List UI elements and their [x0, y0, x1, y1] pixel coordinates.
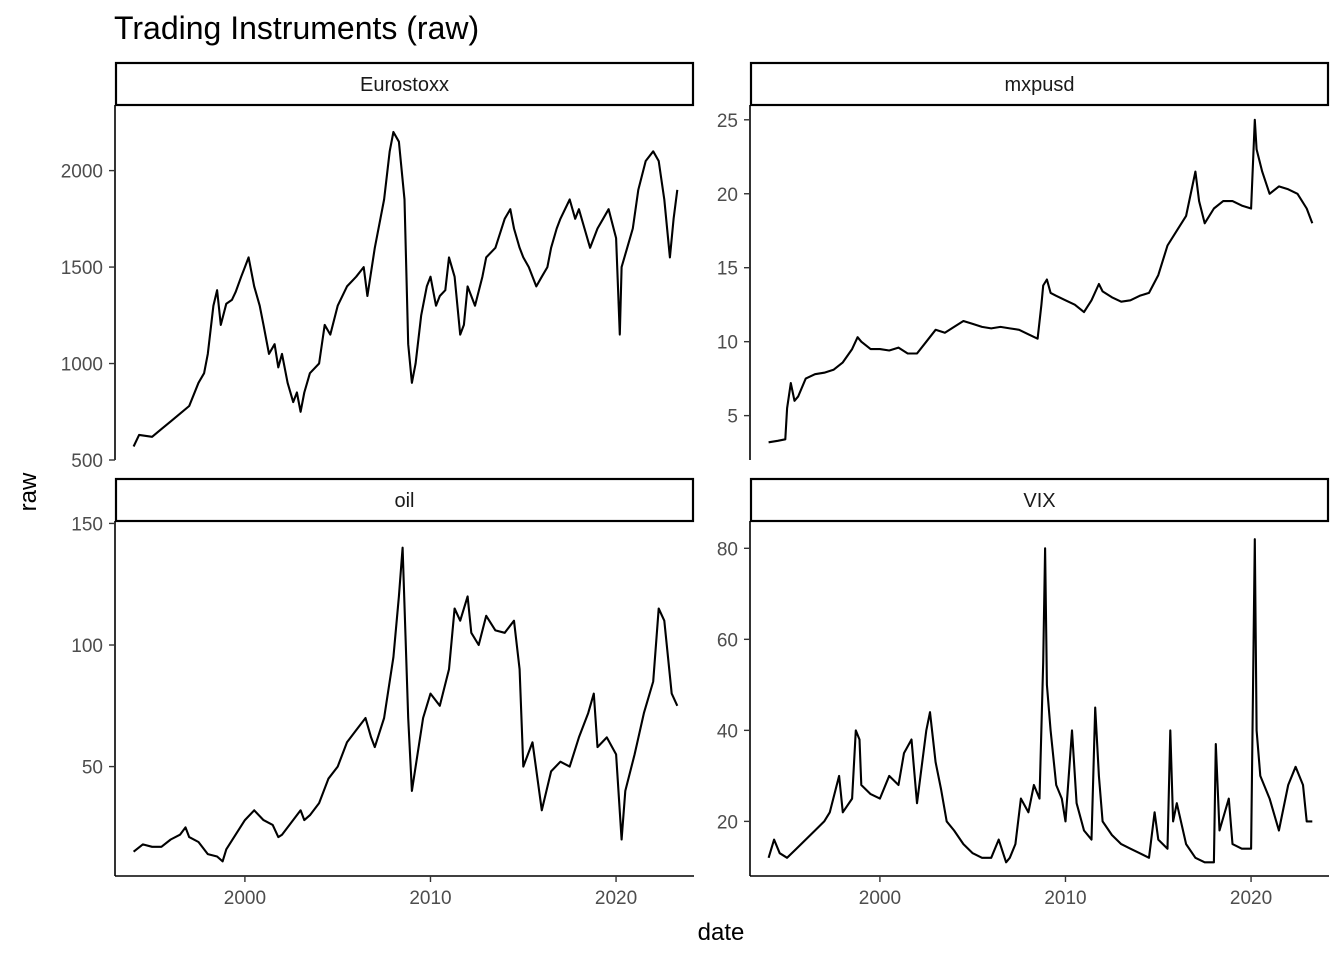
- y-tick-label-oil-100: 100: [71, 636, 103, 657]
- y-tick-label-vix-60: 60: [717, 630, 738, 651]
- strip-oil: [114, 477, 695, 523]
- y-axis-title: raw: [15, 472, 42, 511]
- x-tick-label-oil-2000: 2000: [224, 888, 266, 909]
- series-line-mxpusd: [768, 118, 1314, 444]
- x-tick-label-vix-2000: 2000: [859, 888, 901, 909]
- y-tick-label-eurostoxx-1500: 1500: [61, 258, 103, 279]
- y-tick-label-eurostoxx-500: 500: [71, 451, 103, 472]
- panel-oil: oil 2000 2010 2020 50 100 150: [71, 477, 695, 909]
- strip-label-oil: oil: [394, 490, 414, 512]
- y-tick-label-eurostoxx-1000: 1000: [61, 355, 103, 376]
- panel-eurostoxx: Eurostoxx 500 1000 1500 2000: [61, 61, 695, 472]
- y-tick-label-vix-20: 20: [717, 812, 738, 833]
- chart-title: Trading Instruments (raw): [114, 10, 479, 46]
- strip-mxpusd: [749, 61, 1330, 107]
- y-tick-label-vix-80: 80: [717, 539, 738, 560]
- y-tick-label-mxpusd-20: 20: [717, 185, 738, 206]
- y-tick-label-mxpusd-10: 10: [717, 333, 738, 354]
- series-line-vix: [767, 538, 1313, 864]
- y-tick-label-mxpusd-25: 25: [717, 111, 738, 132]
- x-tick-label-oil-2010: 2010: [409, 888, 451, 909]
- strip-eurostoxx: [114, 61, 695, 107]
- series-line-oil: [132, 546, 679, 863]
- y-tick-label-mxpusd-15: 15: [717, 259, 738, 280]
- panel-mxpusd: mxpusd 5 10 15 20 25: [717, 61, 1330, 460]
- x-tick-label-oil-2020: 2020: [595, 888, 637, 909]
- strip-vix: [749, 477, 1330, 523]
- y-tick-label-eurostoxx-2000: 2000: [61, 162, 103, 183]
- x-axis-title: date: [698, 919, 745, 946]
- y-tick-label-vix-40: 40: [717, 721, 738, 742]
- strip-label-vix: VIX: [1023, 490, 1055, 512]
- series-line-eurostoxx: [132, 130, 679, 447]
- x-tick-label-vix-2020: 2020: [1230, 888, 1272, 909]
- y-tick-label-oil-150: 150: [71, 514, 103, 535]
- strip-label-mxpusd: mxpusd: [1004, 74, 1074, 96]
- facet-panels: Eurostoxx 500 1000 1500 2000 mxpusd 5 10 15 20 25 o…: [61, 61, 1330, 909]
- strip-label-eurostoxx: Eurostoxx: [360, 74, 449, 96]
- x-tick-label-vix-2010: 2010: [1044, 888, 1086, 909]
- y-tick-label-oil-50: 50: [82, 758, 103, 779]
- y-tick-label-mxpusd-5: 5: [727, 407, 738, 428]
